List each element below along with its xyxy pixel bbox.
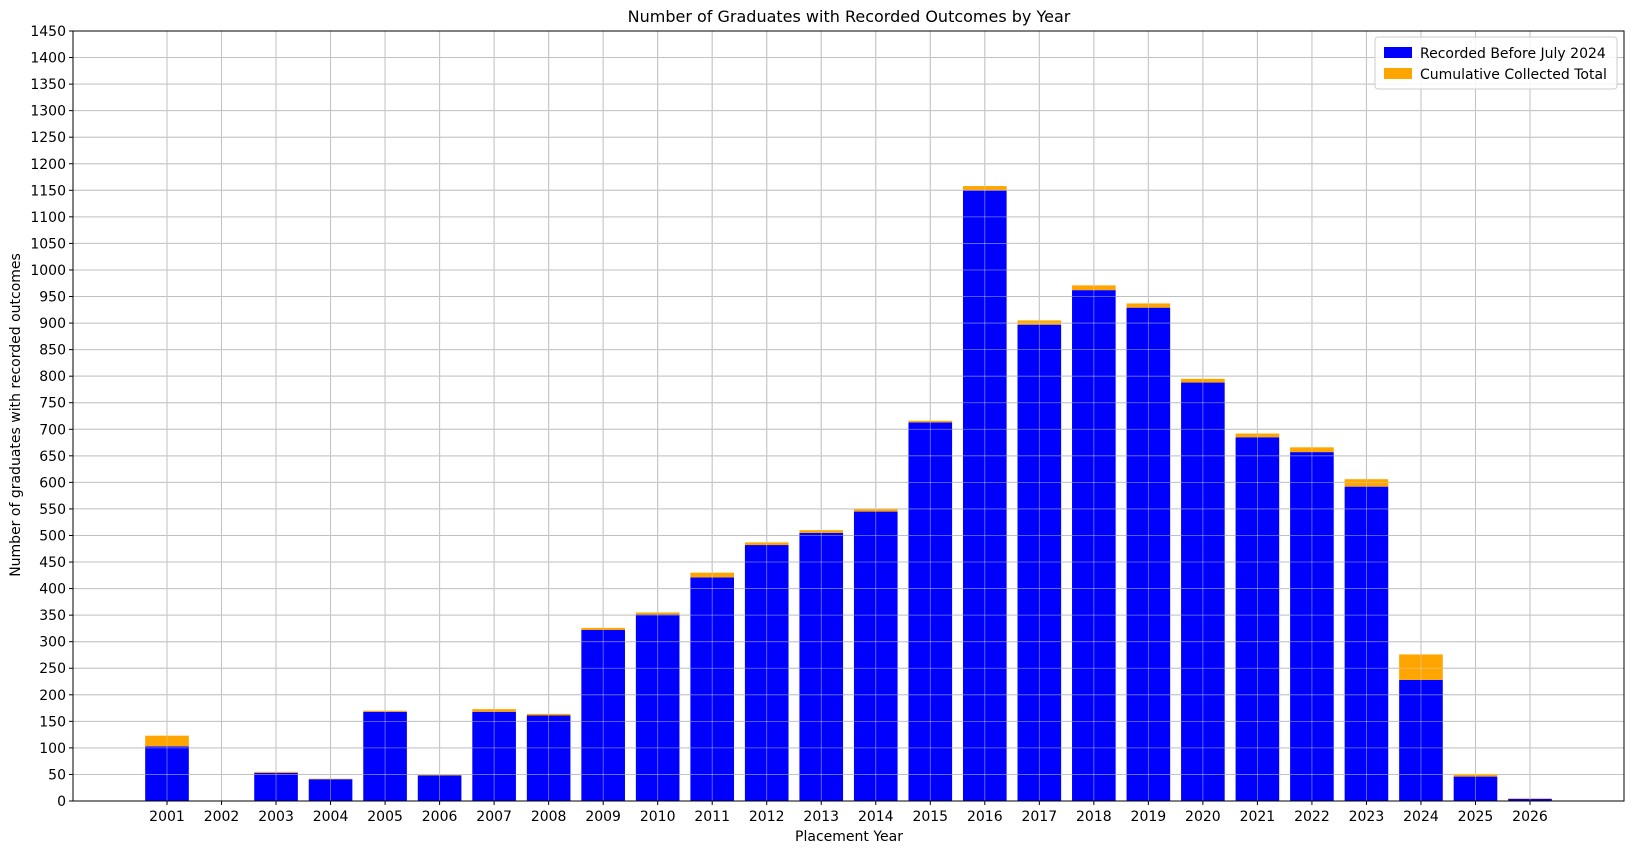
x-tick-label: 2011: [694, 809, 730, 825]
x-tick-label: 2026: [1512, 809, 1548, 825]
plot-frame: [72, 30, 1625, 802]
y-tick-label: 400: [39, 582, 66, 598]
y-tick-label: 750: [39, 396, 66, 412]
y-axis-label: Number of graduates with recorded outcom…: [8, 253, 24, 577]
x-tick-label: 2025: [1458, 809, 1494, 825]
grid-lines: [73, 30, 1624, 802]
y-tick-label: 150: [39, 714, 66, 730]
x-tick-label: 2004: [313, 809, 349, 825]
legend-label: Recorded Before July 2024: [1420, 46, 1606, 62]
x-tick-label: 2002: [204, 809, 240, 825]
y-tick-label: 1300: [30, 104, 66, 120]
y-tick-label: 1250: [30, 130, 66, 146]
y-tick-label: 50: [48, 767, 66, 783]
x-tick-label: 2023: [1349, 809, 1385, 825]
y-tick-label: 1000: [30, 263, 66, 279]
y-tick-label: 600: [39, 475, 66, 491]
x-tick-label: 2006: [422, 809, 458, 825]
legend-swatch: [1384, 68, 1412, 79]
x-tick-label: 2008: [531, 809, 567, 825]
y-tick-label: 500: [39, 528, 66, 544]
y-tick-label: 1150: [30, 183, 66, 199]
y-tick-label: 250: [39, 661, 66, 677]
x-tick-label: 2010: [640, 809, 676, 825]
y-tick-label: 1100: [30, 210, 66, 226]
legend: Recorded Before July 2024 Cumulative Coll…: [1374, 36, 1618, 90]
y-tick-label: 950: [39, 290, 66, 306]
y-tick-label: 200: [39, 688, 66, 704]
x-tick-label: 2014: [858, 809, 894, 825]
x-tick-label: 2024: [1403, 809, 1439, 825]
chart-title: Number of Graduates with Recorded Outcom…: [628, 7, 1071, 26]
axis-ticks: 0 50 100 150 200 250 300 350 400 450 500 550 600 650 7…: [30, 24, 1548, 825]
x-tick-label: 2015: [912, 809, 948, 825]
y-tick-label: 1450: [30, 24, 66, 40]
y-tick-label: 550: [39, 502, 66, 518]
y-tick-label: 1400: [30, 51, 66, 67]
x-tick-label: 2005: [367, 809, 403, 825]
y-tick-label: 100: [39, 741, 66, 757]
y-tick-label: 900: [39, 316, 66, 332]
x-tick-label: 2020: [1185, 809, 1221, 825]
x-tick-label: 2001: [149, 809, 185, 825]
bars: [145, 186, 1552, 801]
legend-label: Cumulative Collected Total: [1420, 67, 1607, 83]
x-tick-label: 2009: [585, 809, 621, 825]
y-tick-label: 0: [57, 794, 66, 810]
grid-overlay: [73, 30, 1624, 802]
y-tick-label: 350: [39, 608, 66, 624]
y-tick-label: 700: [39, 422, 66, 438]
x-axis-label: Placement Year: [795, 829, 903, 845]
y-tick-label: 450: [39, 555, 66, 571]
y-tick-label: 300: [39, 635, 66, 651]
y-tick-label: 850: [39, 343, 66, 359]
legend-swatch: [1384, 47, 1412, 58]
x-tick-label: 2016: [967, 809, 1003, 825]
x-tick-label: 2021: [1240, 809, 1276, 825]
x-tick-label: 2007: [476, 809, 512, 825]
legend-box: [1374, 36, 1618, 90]
x-tick-label: 2003: [258, 809, 294, 825]
x-tick-label: 2013: [803, 809, 839, 825]
y-tick-label: 1050: [30, 236, 66, 252]
y-tick-label: 800: [39, 369, 66, 385]
x-tick-label: 2022: [1294, 809, 1330, 825]
y-tick-label: 1350: [30, 77, 66, 93]
x-tick-label: 2019: [1131, 809, 1167, 825]
x-tick-label: 2018: [1076, 809, 1112, 825]
x-tick-label: 2017: [1021, 809, 1057, 825]
y-tick-label: 650: [39, 449, 66, 465]
x-tick-label: 2012: [749, 809, 785, 825]
y-tick-label: 1200: [30, 157, 66, 173]
